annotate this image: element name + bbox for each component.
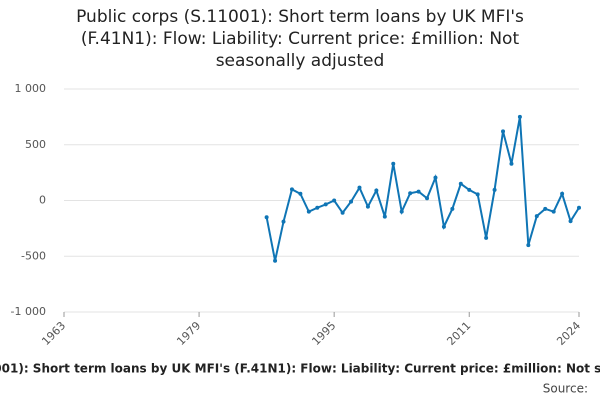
point (382, 214, 387, 219)
point (340, 210, 345, 215)
y-tick-label: 0 (39, 194, 46, 207)
point (509, 161, 514, 166)
y-tick-label: -500 (21, 249, 46, 262)
point (501, 129, 506, 134)
source-label: Source: (543, 382, 588, 396)
point (560, 191, 565, 196)
x-tick-label: 1963 (39, 319, 68, 348)
point (399, 209, 404, 214)
point (349, 199, 354, 204)
point (441, 224, 446, 229)
chart-title: Public corps (S.11001): Short term loans… (76, 7, 524, 71)
line (265, 116, 580, 261)
point (526, 243, 531, 248)
point (357, 185, 362, 190)
point (416, 189, 421, 194)
point (408, 191, 413, 196)
point (458, 181, 463, 186)
x-tick-label: 1995 (309, 319, 338, 348)
point (534, 214, 539, 219)
x-tick-label: 2024 (554, 319, 583, 348)
point (492, 187, 497, 192)
point (298, 191, 303, 196)
point (273, 258, 278, 263)
point (577, 205, 581, 210)
point (289, 187, 294, 192)
point (332, 198, 337, 203)
y-tick-label: 1 000 (15, 82, 47, 95)
point (551, 209, 556, 214)
x-tick-label: 2011 (444, 319, 473, 348)
y-tick-label: -1 000 (11, 305, 46, 318)
point (281, 219, 286, 224)
point (365, 204, 370, 209)
point (374, 188, 379, 193)
point (306, 209, 311, 214)
footer-title: Public corps (S.11001): Short term loans… (0, 362, 600, 376)
point (391, 161, 396, 166)
y-tick-label: 500 (25, 138, 46, 151)
point (467, 187, 472, 192)
point (475, 192, 480, 197)
x-tick-label: 1979 (174, 319, 203, 348)
point (543, 206, 548, 211)
point (450, 206, 455, 211)
point (323, 202, 328, 207)
point (315, 205, 320, 210)
point (264, 215, 269, 220)
point (425, 196, 430, 201)
point (484, 235, 489, 240)
point (433, 175, 438, 180)
point (517, 114, 522, 119)
point (568, 219, 573, 224)
